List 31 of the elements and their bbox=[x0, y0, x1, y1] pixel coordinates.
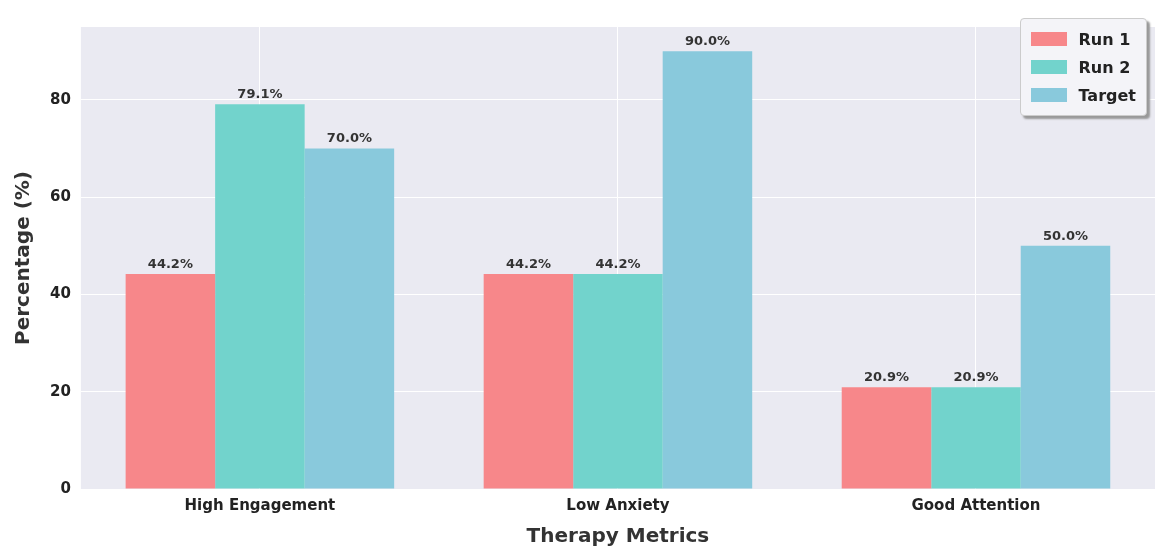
y-axis-title: Percentage (%) bbox=[10, 171, 35, 345]
data-label: 20.9% bbox=[953, 369, 999, 385]
y-tick-label: 20 bbox=[50, 381, 71, 400]
data-label: 44.2% bbox=[147, 255, 193, 271]
bar bbox=[304, 148, 395, 489]
bar bbox=[931, 387, 1021, 489]
x-axis-title: Therapy Metrics bbox=[526, 523, 710, 548]
legend-label: Target bbox=[1078, 85, 1136, 105]
data-label: 20.9% bbox=[863, 369, 910, 385]
data-label: 44.2% bbox=[505, 255, 551, 271]
x-tick-label: Good Attention bbox=[911, 495, 1041, 514]
bar bbox=[1020, 245, 1111, 489]
x-tick-label: Low Anxiety bbox=[566, 495, 670, 514]
bar bbox=[841, 387, 932, 489]
bar bbox=[573, 274, 663, 489]
data-label: 70.0% bbox=[326, 130, 372, 146]
y-tick-label: 80 bbox=[50, 89, 71, 108]
legend-label: Run 2 bbox=[1078, 57, 1131, 77]
data-label: 79.1% bbox=[237, 86, 283, 102]
legend-label: Run 1 bbox=[1078, 29, 1131, 49]
y-tick-label: 40 bbox=[50, 284, 71, 303]
x-tick-label: High Engagement bbox=[184, 495, 336, 514]
data-label: 90.0% bbox=[684, 33, 730, 49]
data-label: 44.2% bbox=[595, 255, 641, 271]
bar bbox=[215, 104, 305, 489]
y-tick-label: 60 bbox=[50, 187, 71, 206]
y-tick-label: 0 bbox=[60, 478, 71, 497]
data-label: 50.0% bbox=[1042, 227, 1089, 243]
bar bbox=[125, 274, 216, 489]
bar bbox=[662, 51, 753, 489]
bar bbox=[483, 274, 574, 489]
